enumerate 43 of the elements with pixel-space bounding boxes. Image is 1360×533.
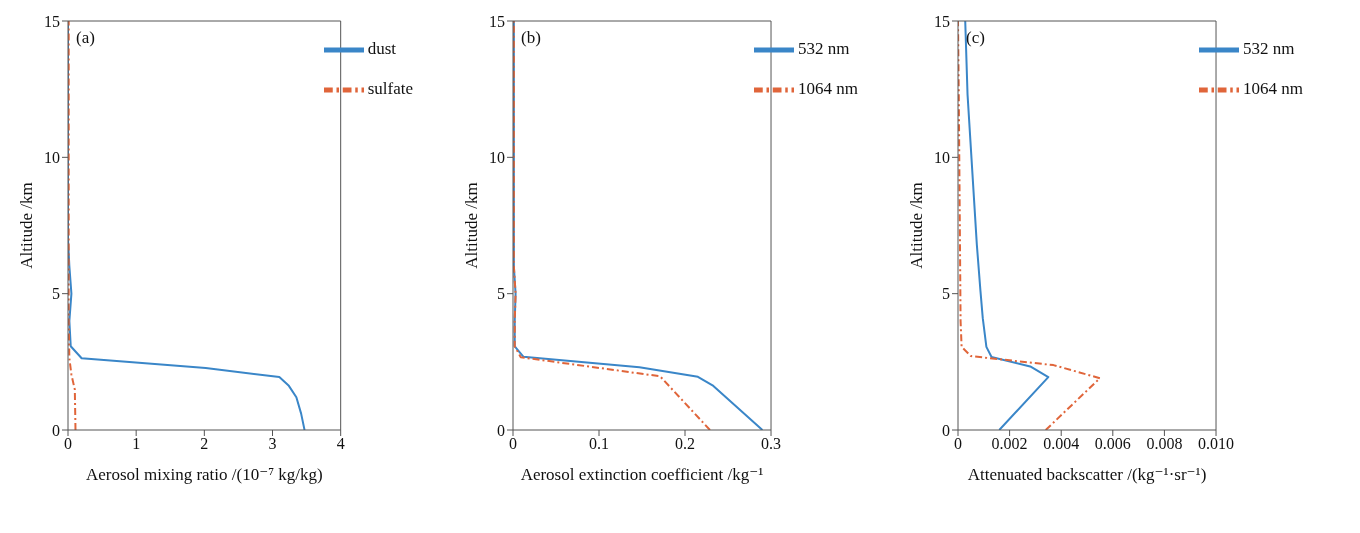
x-tick-label: 0.3 xyxy=(761,435,782,453)
x-tick-label: 0 xyxy=(509,435,517,453)
x-tick-label: 1 xyxy=(132,435,141,453)
y-tick-label: 0 xyxy=(52,421,60,439)
x-tick-label: 0 xyxy=(954,435,962,453)
x-tick-label: 3 xyxy=(268,435,277,453)
x-tick-label: 0.004 xyxy=(1043,435,1080,453)
annotation: (b) xyxy=(521,28,541,48)
line-series xyxy=(964,21,1050,430)
x-axis-title: Attenuated backscatter /(kg⁻¹·sr⁻¹) xyxy=(967,465,1207,484)
annotation: (a) xyxy=(76,28,95,48)
y-tick-label: 15 xyxy=(934,12,950,30)
annotation: (c) xyxy=(966,28,985,48)
legend-label: 1064 nm xyxy=(798,78,858,98)
y-tick-label: 0 xyxy=(942,421,950,439)
y-tick-label: 5 xyxy=(497,285,505,303)
x-tick-label: 4 xyxy=(336,435,345,453)
x-axis-title: Aerosol mixing ratio /(10⁻⁷ kg/kg) xyxy=(85,465,323,484)
y-tick-label: 10 xyxy=(934,149,950,167)
y-tick-label: 15 xyxy=(489,12,505,30)
y-tick-label: 10 xyxy=(489,149,505,167)
legend-label: dust xyxy=(367,38,397,58)
legend-label: 532 nm xyxy=(1243,38,1295,58)
x-axis-title: Aerosol extinction coefficient /kg⁻¹ xyxy=(520,465,764,484)
x-tick-label: 0.008 xyxy=(1146,435,1183,453)
y-tick-label: 10 xyxy=(44,149,60,167)
x-tick-label: 2 xyxy=(200,435,209,453)
y-axis-title: Altitude /km xyxy=(462,182,482,269)
y-tick-label: 5 xyxy=(52,285,60,303)
y-axis-title: Altitude /km xyxy=(17,182,37,269)
x-tick-label: 0.006 xyxy=(1094,435,1131,453)
legend-label: 1064 nm xyxy=(1243,78,1303,98)
x-tick-label: 0.2 xyxy=(675,435,696,453)
x-tick-label: 0.010 xyxy=(1198,435,1235,453)
y-axis-title: Altitude /km xyxy=(907,182,927,269)
x-tick-label: 0.1 xyxy=(589,435,610,453)
y-tick-label: 5 xyxy=(942,285,950,303)
x-tick-label: 0 xyxy=(64,435,72,453)
legend-label: 532 nm xyxy=(798,38,850,58)
x-tick-label: 0.002 xyxy=(991,435,1028,453)
y-tick-label: 15 xyxy=(44,12,60,30)
y-tick-label: 0 xyxy=(497,421,505,439)
legend-label: sulfate xyxy=(367,78,413,98)
